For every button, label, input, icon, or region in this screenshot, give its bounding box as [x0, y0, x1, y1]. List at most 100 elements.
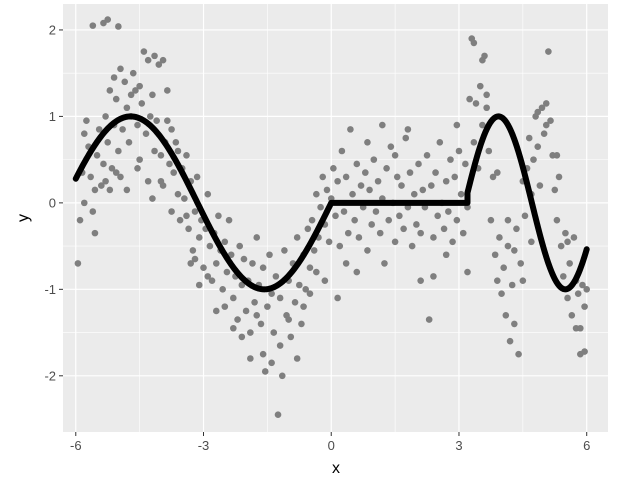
scatter-point — [445, 208, 452, 215]
scatter-point — [419, 186, 427, 194]
scatter-point — [168, 126, 175, 133]
scatter-point — [125, 139, 133, 146]
scatter-point — [459, 229, 467, 237]
scatter-point — [559, 273, 567, 280]
scatter-point — [159, 56, 167, 64]
scatter-point — [372, 208, 380, 215]
scatter-point — [168, 208, 175, 215]
scatter-point — [579, 281, 586, 289]
scatter-point — [174, 190, 182, 198]
y-tick-label: 0 — [49, 195, 56, 210]
scatter-point — [204, 273, 212, 280]
scatter-point — [564, 238, 571, 246]
scatter-point — [215, 212, 222, 220]
scatter-point — [453, 121, 461, 129]
scatter-point — [364, 139, 371, 146]
scatter-point — [551, 186, 559, 194]
scatter-point — [351, 216, 358, 224]
scatter-point — [136, 156, 143, 163]
scatter-point — [234, 316, 241, 323]
scatter-point — [332, 212, 339, 220]
scatter-point — [74, 260, 82, 267]
scatter-point — [417, 277, 424, 284]
scatter-point — [185, 225, 192, 233]
scatter-point — [366, 186, 373, 194]
scatter-point — [102, 113, 109, 120]
scatter-point — [91, 229, 99, 237]
scatter-point — [276, 294, 284, 302]
scatter-point — [191, 208, 199, 215]
scatter-point — [115, 147, 122, 155]
scatter-point — [440, 225, 448, 233]
scatter-point — [306, 264, 314, 272]
scatter-point — [155, 61, 163, 68]
scatter-point — [338, 147, 346, 155]
y-axis-title: y — [15, 214, 32, 222]
scatter-point — [530, 156, 537, 163]
scatter-point — [519, 277, 527, 284]
scatter-point — [417, 229, 424, 237]
scatter-point — [413, 221, 420, 228]
scatter-point — [498, 290, 505, 297]
scatter-point — [457, 190, 465, 198]
scatter-point — [487, 216, 495, 224]
scatter-point — [223, 268, 231, 276]
scatter-point — [230, 324, 237, 332]
scatter-point — [119, 126, 126, 133]
scatter-point — [253, 311, 261, 319]
scatter-point — [259, 264, 267, 272]
scatter-point — [306, 290, 314, 297]
scatter-point — [506, 337, 514, 345]
scatter-point — [129, 69, 137, 77]
scatter-point — [302, 286, 309, 293]
scatter-point — [204, 190, 212, 198]
scatter-point — [470, 39, 478, 47]
scatter-point — [257, 320, 265, 328]
scatter-point — [321, 277, 329, 284]
scatter-point — [504, 242, 512, 250]
scatter-point — [298, 320, 305, 328]
scatter-point — [502, 311, 510, 319]
scatter-point — [430, 234, 437, 241]
scatter-point — [396, 212, 403, 220]
scatter-point — [172, 139, 180, 146]
scatter-point — [476, 82, 484, 90]
scatter-point — [132, 87, 139, 94]
scatter-point — [485, 147, 493, 155]
scatter-point — [134, 121, 141, 129]
scatter-point — [123, 104, 131, 112]
scatter-point — [508, 281, 516, 289]
x-tick-label: -6 — [70, 438, 82, 453]
scatter-point — [376, 229, 384, 237]
x-ticks: -6 -3 0 3 6 — [70, 432, 590, 453]
scatter-point — [166, 160, 173, 168]
scatter-point — [540, 130, 548, 137]
scatter-point — [410, 190, 418, 198]
scatter-point — [462, 160, 469, 168]
x-axis-title: x — [332, 460, 340, 477]
scatter-point — [425, 316, 433, 323]
scatter-point — [466, 95, 473, 103]
scatter-point — [170, 169, 178, 176]
scatter-point — [566, 260, 573, 267]
scatter-point — [98, 182, 105, 189]
scatter-point — [538, 104, 546, 112]
scatter-point — [281, 247, 288, 254]
scatter-point — [293, 355, 301, 362]
scatter-point — [453, 216, 461, 224]
scatter-point — [542, 100, 550, 107]
y-tick-label: 2 — [49, 22, 56, 37]
scatter-point — [493, 169, 501, 176]
scatter-point — [164, 87, 171, 94]
scatter-point — [521, 212, 529, 220]
scatter-point — [319, 173, 327, 181]
scatter-point — [391, 152, 399, 159]
scatter-point — [379, 121, 386, 129]
x-tick-label: 0 — [328, 438, 335, 453]
scatter-point — [230, 294, 237, 302]
scatter-point — [555, 173, 563, 181]
scatter-point — [112, 95, 120, 103]
scatter-point — [208, 277, 216, 284]
scatter-point — [449, 238, 456, 246]
scatter-point — [91, 186, 99, 194]
